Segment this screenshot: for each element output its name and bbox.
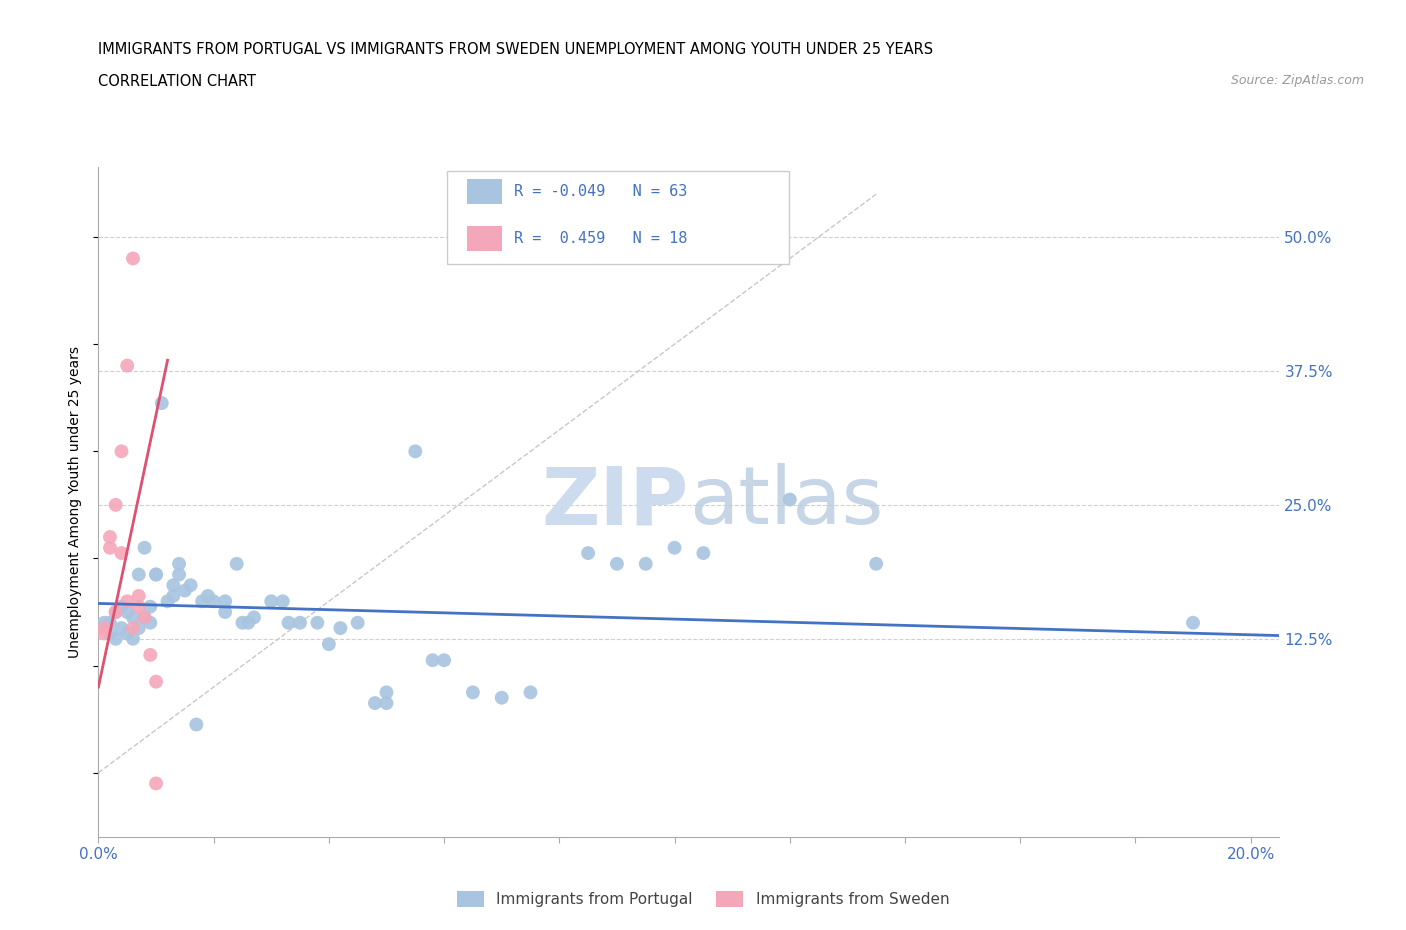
Point [167,567,190,582]
Text: ZIP: ZIP [541,463,689,541]
Point [519,684,541,699]
Point [110,444,132,458]
Point [173,583,195,598]
Point [606,556,628,571]
Point [243,610,266,625]
Point [145,674,167,689]
Point [139,599,162,614]
Point [145,776,167,790]
Point [122,610,145,625]
Point [150,395,173,410]
Point [225,556,247,571]
Text: Source: ZipAtlas.com: Source: ZipAtlas.com [1230,74,1364,87]
Point [98,529,121,544]
Point [865,556,887,571]
Point [433,653,456,668]
Point [115,626,138,641]
Text: CORRELATION CHART: CORRELATION CHART [98,74,256,89]
Point [422,653,444,668]
Point [664,540,686,555]
Y-axis label: Unemployment Among Youth under 25 years: Unemployment Among Youth under 25 years [69,346,83,658]
Point [461,684,484,699]
Legend: Immigrants from Portugal, Immigrants from Sweden: Immigrants from Portugal, Immigrants fro… [451,884,955,913]
Point [238,616,260,631]
Point [634,556,657,571]
Text: atlas: atlas [689,463,883,541]
Point [104,631,127,646]
Point [346,616,368,631]
Point [110,620,132,635]
Point [104,604,127,619]
FancyBboxPatch shape [467,226,502,251]
Point [122,251,145,266]
Point [134,540,156,555]
Point [202,594,225,609]
Point [128,599,150,614]
Point [318,637,340,652]
Point [277,616,299,631]
Point [104,604,127,619]
Point [145,567,167,582]
Point [110,599,132,614]
Point [128,567,150,582]
Point [214,594,236,609]
Point [139,616,162,631]
Point [375,696,398,711]
Point [271,594,294,609]
Point [115,358,138,373]
Point [186,717,208,732]
Point [115,604,138,619]
Point [180,578,202,592]
Point [128,589,150,604]
Point [98,540,121,555]
Point [122,620,145,635]
Point [156,594,179,609]
Point [576,546,599,561]
Point [93,626,115,641]
Point [134,610,156,625]
Point [191,594,214,609]
Point [93,620,115,635]
Point [779,492,801,507]
Text: R = -0.049   N = 63: R = -0.049 N = 63 [515,184,688,199]
Point [167,556,190,571]
Point [197,589,219,604]
Point [98,626,121,641]
Point [692,546,714,561]
Point [104,498,127,512]
Point [93,620,115,635]
Point [134,610,156,625]
Point [329,620,352,635]
Point [288,616,311,631]
Point [139,647,162,662]
Text: IMMIGRANTS FROM PORTUGAL VS IMMIGRANTS FROM SWEDEN UNEMPLOYMENT AMONG YOUTH UNDE: IMMIGRANTS FROM PORTUGAL VS IMMIGRANTS F… [98,42,934,57]
Point [98,616,121,631]
Point [122,631,145,646]
Point [491,690,513,705]
Point [162,578,184,592]
Text: R =  0.459   N = 18: R = 0.459 N = 18 [515,231,688,246]
Point [128,620,150,635]
Point [110,546,132,561]
Point [231,616,253,631]
Point [115,594,138,609]
Point [307,616,329,631]
FancyBboxPatch shape [467,179,502,205]
Point [162,589,184,604]
Point [260,594,283,609]
Point [145,567,167,582]
Point [404,444,426,458]
FancyBboxPatch shape [447,171,789,264]
Point [93,616,115,631]
Point [214,604,236,619]
Point [375,684,398,699]
Point [1182,616,1205,631]
Point [364,696,387,711]
